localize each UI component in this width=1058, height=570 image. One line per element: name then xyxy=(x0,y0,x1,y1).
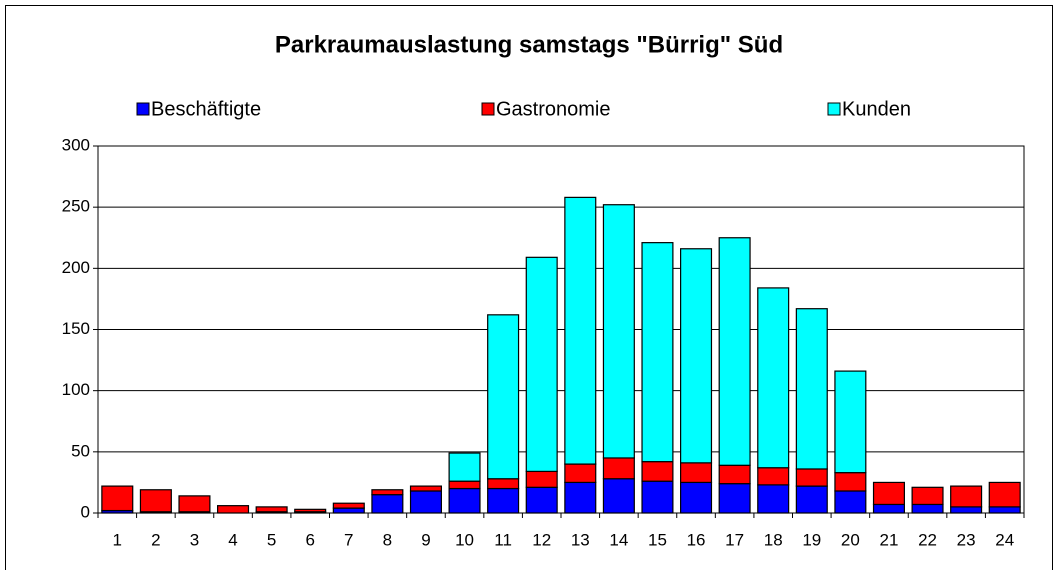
x-tick-label: 14 xyxy=(609,530,628,549)
y-tick-label: 50 xyxy=(71,441,90,460)
x-tick-label: 17 xyxy=(725,530,744,549)
bar-segment xyxy=(950,485,983,508)
x-tick-label: 5 xyxy=(267,530,276,549)
bar-segment xyxy=(564,196,597,465)
x-tick-label: 22 xyxy=(918,530,937,549)
bar-segment xyxy=(834,370,867,474)
bar-segment xyxy=(718,464,751,485)
bar-segment xyxy=(487,314,520,480)
x-tick-label: 15 xyxy=(648,530,667,549)
x-tick-label: 18 xyxy=(764,530,783,549)
bar-segment xyxy=(448,452,481,482)
bar-segment xyxy=(641,480,674,514)
y-tick-label: 100 xyxy=(62,380,90,399)
bar-segment xyxy=(448,480,481,490)
bar-segment xyxy=(564,481,597,514)
y-tick-label: 300 xyxy=(62,135,90,154)
bar-segment xyxy=(409,490,442,514)
bar-segment xyxy=(217,505,250,514)
x-tick-label: 21 xyxy=(879,530,898,549)
bar-segment xyxy=(178,495,211,513)
x-tick-label: 3 xyxy=(190,530,199,549)
y-tick-label: 150 xyxy=(62,319,90,338)
bar-segment xyxy=(602,457,635,480)
bar-segment xyxy=(680,462,713,484)
bar-segment xyxy=(757,287,790,469)
legend-label: Kunden xyxy=(842,98,911,120)
bar-segment xyxy=(718,237,751,466)
bar-segment xyxy=(332,507,365,514)
bar-segment xyxy=(757,484,790,514)
bar-segment xyxy=(448,487,481,514)
y-tick-label: 250 xyxy=(62,197,90,216)
bar-segment xyxy=(911,503,944,514)
x-tick-label: 7 xyxy=(344,530,353,549)
x-tick-label: 16 xyxy=(687,530,706,549)
x-tick-label: 1 xyxy=(113,530,122,549)
chart-title: Parkraumauslastung samstags "Bürrig" Süd xyxy=(275,31,783,58)
bar-segment xyxy=(988,506,1021,514)
bar-segment xyxy=(911,486,944,506)
bar-segment xyxy=(950,506,983,514)
bar-segment xyxy=(525,486,558,514)
x-tick-label: 8 xyxy=(383,530,392,549)
bar-segment xyxy=(680,248,713,464)
bar-segment xyxy=(564,463,597,484)
bar-segment xyxy=(872,503,905,514)
bar-segment xyxy=(795,485,828,514)
bar-segment xyxy=(795,468,828,487)
bar-segment xyxy=(371,494,404,514)
bar-segment xyxy=(602,204,635,459)
x-tick-label: 23 xyxy=(957,530,976,549)
legend-swatch xyxy=(481,102,495,116)
x-tick-label: 2 xyxy=(151,530,160,549)
legend-swatch xyxy=(827,102,841,116)
bar-segment xyxy=(872,481,905,506)
bar-segment xyxy=(487,487,520,514)
x-tick-label: 6 xyxy=(305,530,314,549)
bar-segment xyxy=(757,467,790,486)
bar-segment xyxy=(487,478,520,490)
x-tick-label: 10 xyxy=(455,530,474,549)
x-tick-label: 12 xyxy=(532,530,551,549)
bar-segment xyxy=(332,502,365,509)
legend-label: Gastronomie xyxy=(496,98,611,120)
bar-segment xyxy=(834,472,867,492)
bar-segment xyxy=(371,489,404,496)
bar-segment xyxy=(101,485,134,512)
bar-segment xyxy=(680,481,713,514)
bar-segment xyxy=(409,485,442,492)
bar-segment xyxy=(834,490,867,514)
y-tick-label: 200 xyxy=(62,258,90,277)
bar-segment xyxy=(718,483,751,514)
x-tick-label: 11 xyxy=(494,530,512,549)
y-tick-label: 0 xyxy=(81,502,90,521)
bar-segment xyxy=(602,478,635,514)
x-tick-label: 4 xyxy=(228,530,237,549)
bar-segment xyxy=(139,489,172,513)
bar-segment xyxy=(294,508,327,513)
bar-segment xyxy=(641,461,674,482)
bar-segment xyxy=(641,242,674,463)
x-tick-label: 20 xyxy=(841,530,860,549)
x-tick-label: 24 xyxy=(995,530,1014,549)
chart-frame xyxy=(5,5,1053,570)
bar-segment xyxy=(255,506,288,513)
bar-segment xyxy=(525,256,558,473)
bar-segment xyxy=(988,481,1021,508)
bar-segment xyxy=(525,470,558,488)
bar-segment xyxy=(795,308,828,470)
legend-swatch xyxy=(136,102,150,116)
x-tick-label: 19 xyxy=(802,530,821,549)
x-tick-label: 13 xyxy=(571,530,590,549)
legend-label: Beschäftigte xyxy=(151,98,261,120)
x-tick-label: 9 xyxy=(421,530,430,549)
